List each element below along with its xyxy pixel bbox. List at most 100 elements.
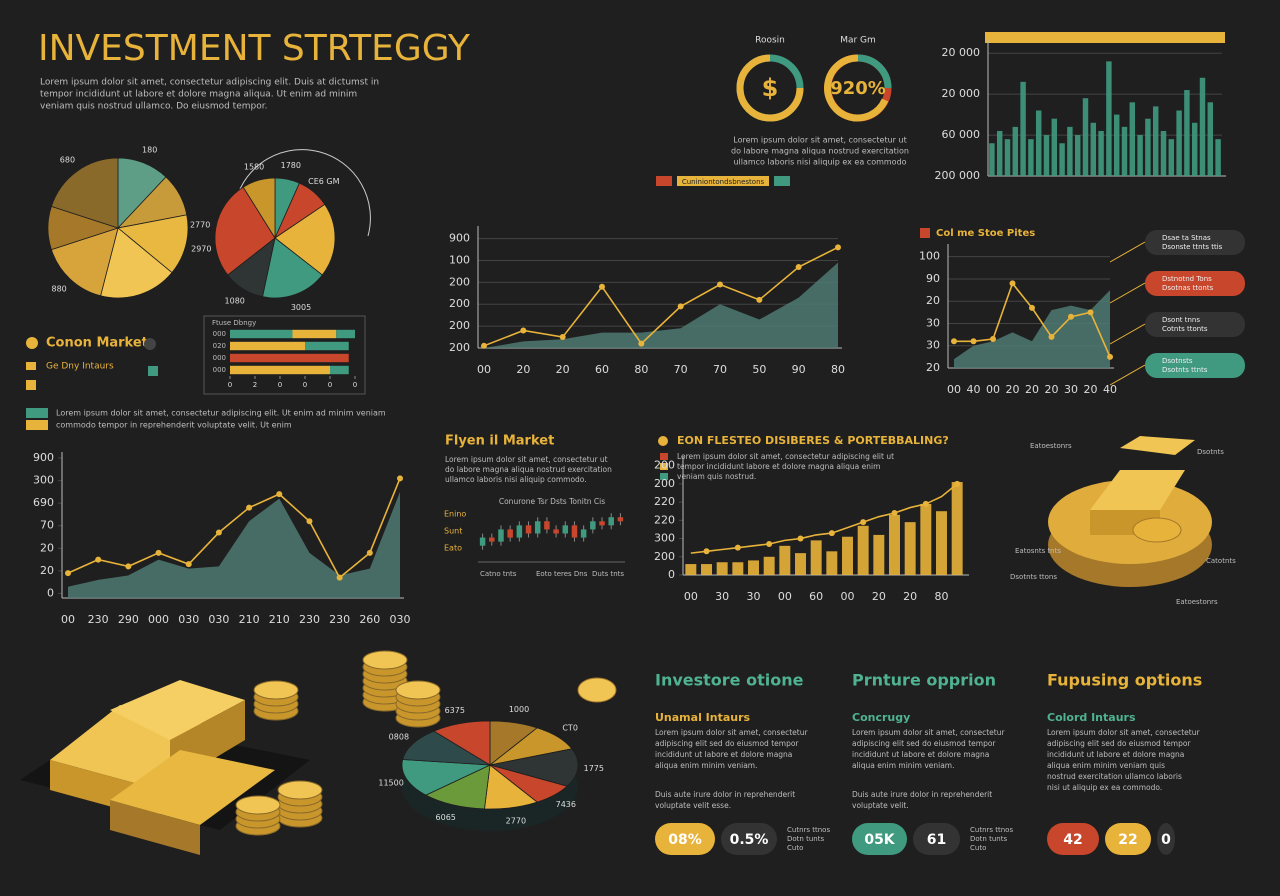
candle bbox=[599, 521, 605, 526]
bar bbox=[732, 562, 744, 575]
point bbox=[520, 327, 527, 334]
bar bbox=[1191, 122, 1198, 176]
y-tick-label: 20 000 bbox=[942, 87, 981, 100]
legend-swatch bbox=[26, 380, 36, 390]
bar bbox=[810, 540, 822, 575]
pie-label: 1775 bbox=[584, 764, 604, 773]
candle bbox=[507, 529, 513, 538]
coin bbox=[395, 680, 441, 700]
pill-label: 0 bbox=[1161, 832, 1171, 848]
pill bbox=[721, 823, 777, 855]
point bbox=[1048, 333, 1055, 340]
text: commodo tempor in reprehenderit voluptat… bbox=[56, 421, 292, 430]
bar bbox=[996, 130, 1003, 176]
y-tick-label: 30 bbox=[926, 316, 940, 329]
point bbox=[336, 574, 343, 581]
gold-bar bbox=[110, 680, 245, 740]
point bbox=[795, 264, 802, 271]
bar bbox=[1035, 110, 1042, 176]
candle bbox=[571, 525, 578, 538]
pie-slice bbox=[274, 203, 336, 276]
x-tick-label: 260 bbox=[359, 613, 380, 626]
bar bbox=[1098, 130, 1104, 176]
y-tick-label: 300 bbox=[33, 474, 54, 487]
gold-label: Eatosnts tnts bbox=[1015, 547, 1061, 555]
y-tick-label: 100 bbox=[919, 250, 940, 263]
chart-title: Col me Stoe Pites bbox=[936, 228, 1035, 239]
bar-segment bbox=[230, 353, 349, 363]
point bbox=[951, 338, 957, 345]
panel bbox=[203, 315, 366, 395]
bar bbox=[748, 560, 759, 575]
callout-line bbox=[1109, 323, 1146, 345]
point bbox=[95, 556, 102, 563]
gauge-arc bbox=[857, 54, 892, 89]
point bbox=[970, 338, 977, 345]
callout bbox=[1145, 271, 1245, 296]
y-tick-label: 000 bbox=[213, 354, 226, 362]
x-tick-label: 00 bbox=[986, 383, 1000, 396]
x-tick-label: 230 bbox=[329, 613, 350, 626]
bar bbox=[795, 553, 806, 575]
bar bbox=[716, 562, 728, 575]
y-tick-label: 000 bbox=[213, 366, 226, 374]
pill bbox=[1157, 823, 1175, 855]
pie-slice bbox=[402, 730, 491, 766]
bar-segment bbox=[292, 329, 337, 339]
pill bbox=[852, 823, 907, 855]
callout-line bbox=[1109, 241, 1146, 263]
pill bbox=[1047, 823, 1099, 855]
legend-swatch bbox=[148, 366, 158, 376]
text: Duis aute irure dolor in reprehenderit bbox=[852, 790, 992, 799]
pie-slice bbox=[50, 227, 119, 297]
bar bbox=[1168, 139, 1175, 176]
point bbox=[677, 303, 684, 310]
callout bbox=[1145, 312, 1245, 337]
pie-label: 6065 bbox=[436, 813, 456, 822]
text: Lorem ipsum dolor sit amet, consectetur … bbox=[56, 409, 386, 418]
pill-label: 22 bbox=[1118, 832, 1137, 848]
area bbox=[68, 491, 400, 598]
text: EON FLESTEO DISIBERES & PORTEBBALING? bbox=[677, 434, 949, 447]
text: aliqua enim minim veniam. bbox=[655, 761, 758, 770]
x-tick-label: 50 bbox=[752, 363, 766, 376]
pie-slice bbox=[433, 720, 491, 766]
header-bar bbox=[985, 32, 1225, 43]
card-subtitle: Unamal Intaurs bbox=[655, 711, 751, 724]
point bbox=[860, 519, 867, 526]
x-tick-label: 0 bbox=[303, 381, 307, 389]
bar bbox=[1067, 126, 1073, 176]
point bbox=[766, 541, 773, 548]
text: tempor incididunt ut labore et dolore ma… bbox=[40, 90, 357, 100]
text: Cuto bbox=[970, 844, 986, 852]
y-tick-label: 220 bbox=[654, 495, 675, 508]
bar bbox=[1059, 143, 1065, 176]
bar bbox=[1004, 139, 1011, 176]
x-tick-label: 20 bbox=[556, 363, 570, 376]
bar-segment bbox=[230, 329, 293, 339]
point bbox=[638, 340, 645, 347]
pie-label: 7436 bbox=[556, 800, 576, 809]
legend-dot bbox=[658, 436, 668, 446]
text: Dotn tunts bbox=[970, 835, 1007, 843]
card-title: Prnture opprion bbox=[852, 671, 996, 690]
pie-label: 2970 bbox=[191, 244, 211, 253]
text: adipiscing elit sed do eiusmod tempor bbox=[655, 739, 799, 748]
pill bbox=[913, 823, 960, 855]
x-tick-label: 70 bbox=[713, 363, 727, 376]
pie-label: 880 bbox=[51, 285, 66, 294]
bar bbox=[1051, 118, 1058, 176]
y-tick-label: 200 bbox=[654, 459, 675, 472]
text: ullamco laboris nisi aliquip commodo. bbox=[445, 475, 587, 484]
pie-label: 6375 bbox=[445, 706, 465, 715]
x-tick-label: 00 bbox=[684, 590, 698, 603]
bar bbox=[873, 534, 885, 575]
bar bbox=[779, 545, 791, 575]
bar bbox=[951, 482, 963, 575]
pie-slice bbox=[489, 748, 579, 787]
bar bbox=[1176, 110, 1182, 176]
bar bbox=[1106, 61, 1112, 176]
pie-label: 180 bbox=[142, 145, 157, 154]
pie-slice bbox=[401, 759, 491, 796]
